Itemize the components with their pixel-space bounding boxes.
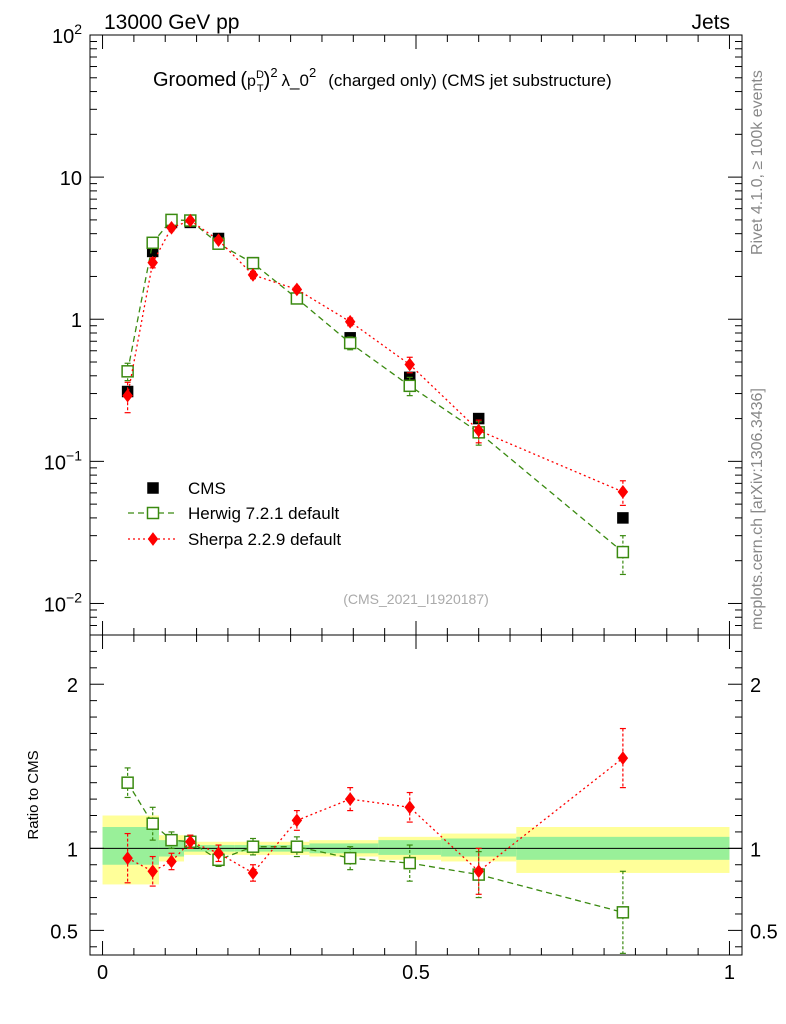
ratio-y-tick-label: 1: [67, 839, 78, 861]
sherpa-point: [185, 213, 196, 228]
herwig-ratio-point: [616, 906, 630, 919]
herwig-point: [403, 379, 416, 393]
herwig-point: [343, 336, 357, 350]
sherpa-ratio-point: [404, 800, 415, 815]
ratio-plot: 0 0.5 1 2 2 1 1 0.5 0.5: [50, 634, 778, 984]
title-paren-close: ): [264, 69, 271, 91]
herwig-point: [246, 256, 260, 270]
sherpa-ratio-point: [473, 864, 484, 879]
sherpa-ratio-point: [213, 846, 224, 861]
herwig-ratio-point: [403, 856, 416, 870]
sherpa-ratio-point: [291, 813, 303, 828]
sherpa-point: [147, 255, 158, 270]
tick-exp: 2: [74, 21, 82, 37]
x-tick-label: 0.5: [402, 962, 430, 984]
herwig-point: [146, 236, 159, 250]
rivet-label: Rivet 4.1.0, ≥ 100k events: [749, 70, 766, 255]
title-prefix: Groomed: [153, 69, 236, 91]
main-y-tick-label: 102: [52, 21, 82, 48]
chart-title: Groomed (pD T)2 λ_02 (charged only) (CMS jet…: [153, 65, 612, 95]
tick-exp: −2: [66, 589, 82, 605]
sherpa-ratio-point: [344, 792, 356, 806]
sherpa-main-line: [126, 219, 624, 493]
title-lambda: λ_0: [282, 71, 309, 90]
sherpa-point: [344, 314, 356, 329]
title-pt: p: [247, 73, 256, 90]
tick-base: 10: [52, 26, 74, 48]
ratio-y-tick-label: 2: [67, 675, 78, 697]
ratio-ylabel: Ratio to CMS: [25, 750, 42, 839]
legend-sherpa-marker: [147, 532, 159, 546]
sherpa-ratio-point: [247, 866, 259, 880]
legend-herwig-label: Herwig 7.2.1 default: [188, 504, 339, 523]
legend-cms-marker: [147, 482, 159, 494]
ratio-y-tick-label-right: 0.5: [750, 921, 778, 943]
ratio-y-tick-label-right: 1: [750, 839, 761, 861]
herwig-ratio-point: [165, 833, 178, 847]
sherpa-point: [404, 357, 415, 372]
category-label: Jets: [691, 11, 730, 34]
title-lambda-exp: 2: [309, 65, 316, 80]
herwig-ratio-point: [290, 840, 304, 853]
title-pt-sub: T: [257, 83, 264, 95]
ratio-y-tick-label: 0.5: [50, 921, 78, 943]
x-tick-label: 0: [97, 962, 108, 984]
tick-base: 10: [44, 594, 66, 616]
x-tick-label: 1: [724, 962, 735, 984]
ratio-frame: [89, 634, 743, 956]
main-y-tick-label: 10−2: [44, 589, 82, 616]
legend-cms-label: CMS: [188, 479, 226, 498]
legend-sherpa-label: Sherpa 2.2.9 default: [188, 530, 341, 549]
herwig-ratio-point: [121, 776, 134, 789]
title-exp: 2: [270, 65, 277, 80]
sherpa-point: [291, 282, 303, 297]
sherpa-ratio-point: [147, 864, 158, 879]
main-y-tick-label: 10: [60, 168, 82, 190]
tick-exp: −1: [66, 447, 82, 463]
sherpa-point: [213, 233, 224, 247]
legend: CMS Herwig 7.2.1 default Sherpa 2.2.9 defa…: [128, 479, 341, 549]
main-y-tick-label: 1: [71, 310, 82, 332]
herwig-point: [121, 365, 134, 378]
herwig-ratio-point: [343, 851, 357, 865]
herwig-point: [616, 545, 630, 559]
sherpa-point: [247, 268, 259, 282]
watermark: (CMS_2021_I1920187): [343, 591, 489, 607]
ratio-y-tick-label-right: 2: [750, 675, 761, 697]
uncertainty-band-stat: [441, 838, 517, 857]
herwig-ratio-point: [146, 817, 159, 830]
herwig-main-line: [126, 219, 624, 553]
sherpa-ratio-point: [166, 854, 177, 869]
source-label: mcplots.cern.ch [arXiv:1306.3436]: [749, 388, 766, 630]
title-suffix: (charged only) (CMS jet substructure): [328, 71, 611, 90]
sherpa-point: [122, 388, 133, 403]
herwig-ratio-point: [246, 840, 260, 853]
sherpa-point: [166, 220, 177, 235]
title-paren-open: (: [240, 69, 247, 91]
sherpa-ratio-point: [185, 834, 196, 849]
legend-herwig-marker: [146, 506, 160, 520]
main-y-tick-label: 10−1: [44, 447, 82, 474]
sherpa-ratio-point: [617, 751, 629, 765]
sherpa-point: [473, 423, 484, 438]
sherpa-ratio-point: [122, 851, 133, 865]
tick-base: 10: [44, 452, 66, 474]
title-pt-sup: D: [256, 69, 264, 81]
cms-point: [617, 512, 629, 524]
sherpa-point: [617, 485, 629, 499]
energy-label: 13000 GeV pp: [104, 11, 239, 34]
